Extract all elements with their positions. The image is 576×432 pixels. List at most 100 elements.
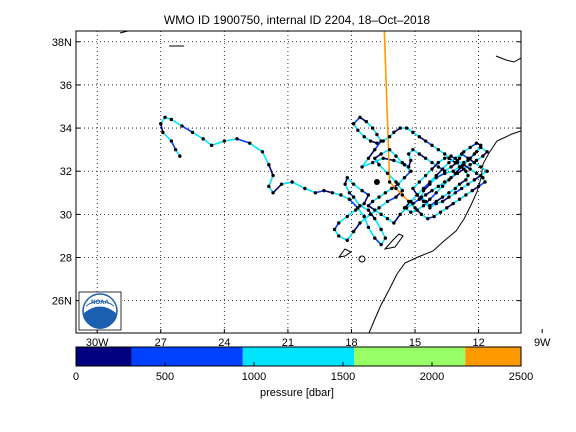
profile-point: [453, 156, 458, 160]
profile-point: [354, 208, 358, 212]
profile-point: [362, 214, 366, 219]
profile-point: [394, 180, 398, 184]
profile-point: [443, 156, 447, 160]
longitude-ticks: 30W 27 24 21 18 15 12 9W: [86, 329, 551, 349]
profile-point: [398, 212, 402, 217]
profile-point: [411, 186, 415, 191]
profile-point: [387, 180, 392, 184]
profile-point: [375, 132, 379, 137]
profile-point: [394, 186, 398, 191]
profile-point: [322, 188, 326, 193]
lon-tick-label: 27: [155, 337, 167, 349]
profile-point: [351, 229, 356, 234]
profile-point: [436, 160, 441, 165]
profile-point: [464, 169, 468, 173]
profile-point: [368, 212, 373, 217]
profile-point: [279, 182, 284, 186]
profile-point: [474, 158, 479, 163]
profile-point: [356, 206, 360, 210]
profile-point: [209, 143, 214, 148]
profile-point: [438, 210, 443, 214]
profile-point: [385, 171, 390, 176]
trajectory-segment: [261, 151, 270, 166]
profile-point: [373, 156, 377, 160]
colorbar-tick-label: 1500: [331, 371, 355, 383]
profile-point: [370, 199, 375, 204]
profile-point: [434, 173, 438, 178]
lon-tick-label: 24: [218, 337, 230, 349]
colorbar-bin: [354, 347, 466, 366]
latitude-ticks: 38N 36 34 32 30 28 26N: [52, 37, 521, 308]
profile-point: [373, 216, 377, 221]
lon-tick-label: 15: [409, 337, 421, 349]
profile-point: [459, 152, 464, 156]
trajectory-segment: [378, 200, 389, 209]
profile-point: [421, 204, 426, 208]
profile-point: [339, 193, 343, 197]
lat-tick-label: 26N: [52, 296, 72, 308]
colorbar-frame: [75, 346, 522, 367]
profile-point: [396, 182, 400, 186]
profile-point: [409, 158, 413, 163]
profile-point: [406, 152, 411, 156]
lon-tick-label: 18: [345, 337, 357, 349]
profile-point: [394, 154, 398, 158]
profile-point: [375, 141, 379, 145]
profile-point: [417, 152, 421, 156]
profile-point: [462, 163, 466, 167]
profile-point: [430, 167, 434, 171]
trajectory-segment: [337, 215, 349, 224]
profile-point: [383, 191, 388, 195]
profile-point: [379, 152, 383, 156]
profile-point: [436, 165, 441, 169]
profile-point: [402, 163, 407, 167]
trajectory-segment: [357, 207, 365, 218]
profile-point: [313, 191, 318, 195]
trajectory-segment: [346, 209, 357, 218]
profile-point: [345, 214, 349, 219]
profile-point: [419, 212, 424, 217]
logo-wave-icon: [84, 306, 116, 329]
profile-point: [362, 201, 366, 206]
profile-point: [406, 199, 411, 204]
trajectory-segment: [170, 118, 183, 127]
profile-point: [459, 186, 464, 191]
profile-point: [434, 201, 438, 206]
profile-point: [345, 238, 349, 242]
profile-point: [447, 191, 451, 195]
profile-point: [370, 126, 375, 130]
profile-point: [468, 167, 472, 171]
profile-point: [457, 197, 462, 201]
profile-point: [466, 156, 470, 160]
profile-point: [432, 214, 436, 219]
trajectory-segment: [191, 131, 204, 140]
profile-point: [472, 178, 477, 182]
colorbar-tick-label: 2000: [420, 371, 444, 383]
profile-point: [271, 173, 275, 178]
profile-point: [468, 163, 472, 167]
trajectory-segment: [268, 174, 274, 188]
profile-point: [409, 169, 413, 173]
profile-point: [332, 227, 337, 232]
lat-tick-label: 30: [60, 209, 72, 221]
profile-point: [451, 201, 455, 206]
profile-point: [337, 221, 341, 225]
profile-point: [430, 188, 434, 193]
map-frame: [75, 30, 522, 334]
profile-point: [474, 150, 479, 154]
profile-point: [370, 160, 375, 165]
profile-point: [343, 182, 347, 186]
profile-point: [447, 156, 451, 160]
profile-point: [366, 193, 371, 197]
lat-tick-label: 38N: [52, 37, 72, 49]
trajectory-segment: [210, 140, 226, 147]
trajectory-segment: [361, 161, 374, 168]
profile-point: [423, 156, 428, 160]
profile-point: [468, 145, 472, 150]
island-b: [358, 255, 366, 263]
profile-point: [358, 204, 362, 208]
profile-point: [290, 180, 294, 184]
profile-point: [443, 180, 447, 184]
profile-point: [260, 150, 265, 154]
trajectory-segment: [268, 163, 274, 177]
